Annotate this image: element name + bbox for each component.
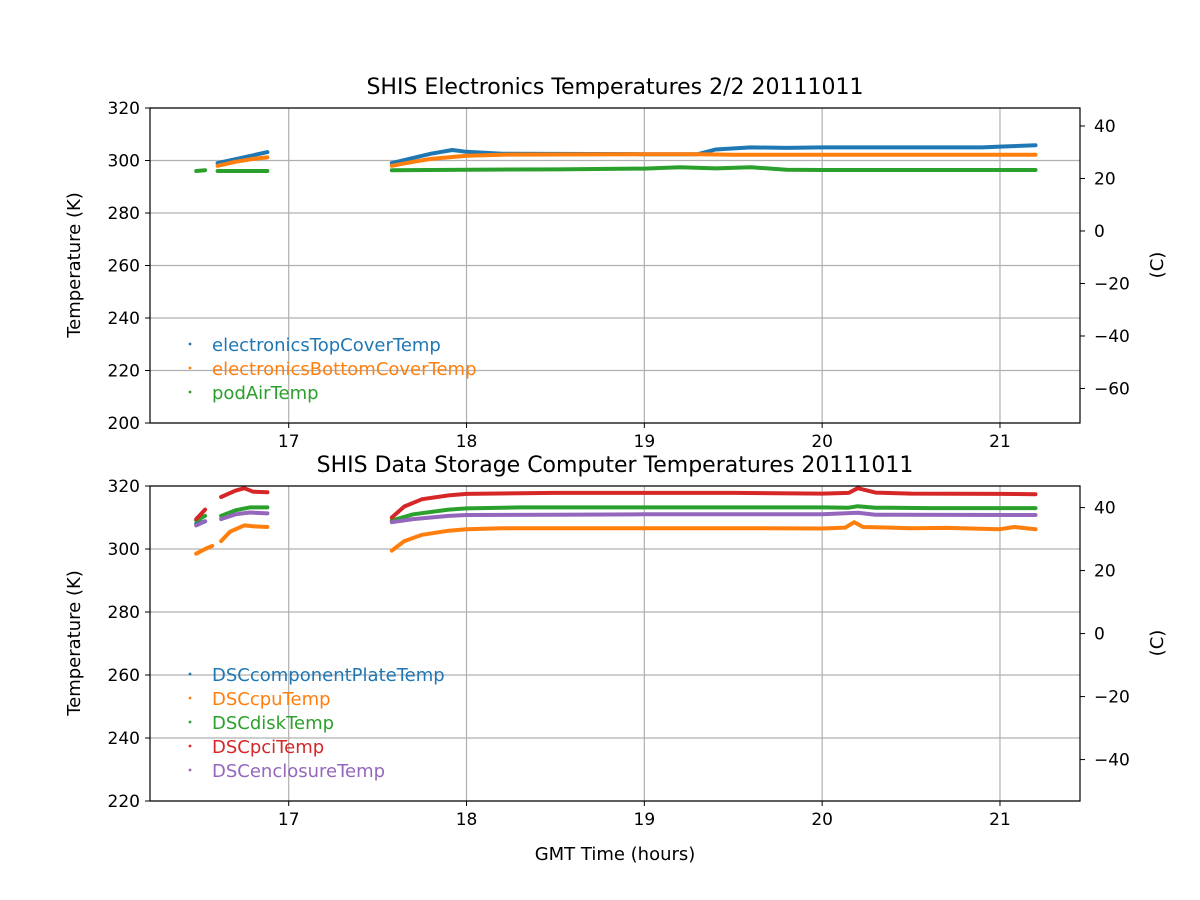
dsc-legend-marker <box>188 720 192 724</box>
electronics-y2-axis-label: (C) <box>1147 252 1168 279</box>
dsc-series-trace <box>389 520 1038 553</box>
dsc-series-trace <box>219 510 270 522</box>
dsc-series-DSCpciTemp <box>194 486 1038 522</box>
dsc-y2-tick-label: 40 <box>1094 499 1116 519</box>
dsc-y2-tick-label: 0 <box>1094 625 1105 645</box>
electronics-x-ticks: 17 18 19 20 21 <box>278 423 1011 452</box>
dsc-legend: DSCcomponentPlateTemp DSCcpuTemp DSCdiskTe… <box>188 665 445 782</box>
dsc-chart-title: SHIS Data Storage Computer Temperatures … <box>317 453 914 478</box>
electronics-y-tick-label: 300 <box>108 152 140 172</box>
dsc-series-layer <box>194 486 1038 556</box>
dsc-y-tick-label: 240 <box>108 729 140 749</box>
dsc-series-DSCenclosureTemp <box>194 510 1038 528</box>
electronics-y-tick-label: 320 <box>108 99 140 119</box>
dsc-series-trace <box>194 507 208 522</box>
electronics-series-trace <box>215 150 270 166</box>
dsc-series-DSCcpuTemp <box>194 520 1038 556</box>
electronics-legend-label: podAirTemp <box>212 383 319 404</box>
dsc-series-trace <box>389 504 1038 523</box>
dsc-y-axis-label: Temperature (K) <box>64 570 85 717</box>
dsc-y-tick-label: 220 <box>108 792 140 812</box>
electronics-legend-label: electronicsBottomCoverTemp <box>212 359 477 380</box>
electronics-series-trace <box>389 165 1038 173</box>
electronics-y-tick-label: 220 <box>108 362 140 382</box>
electronics-series-layer <box>194 143 1038 173</box>
dsc-legend-marker <box>188 744 192 748</box>
dsc-legend-label: DSCcpuTemp <box>212 689 331 710</box>
dsc-y-tick-label: 280 <box>108 603 140 623</box>
dsc-y2-ticks: −40 −20 0 20 40 <box>1080 499 1130 771</box>
dsc-y2-tick-label: 20 <box>1094 562 1116 582</box>
electronics-y2-tick-label: 40 <box>1094 117 1116 137</box>
dsc-series-trace <box>389 486 1038 520</box>
electronics-series-electronicsTopCoverTemp <box>215 143 1038 166</box>
dsc-legend-label: DSCenclosureTemp <box>212 761 385 782</box>
dsc-legend-marker <box>188 672 192 676</box>
electronics-chart-title: SHIS Electronics Temperatures 2/2 201110… <box>366 75 863 100</box>
dsc-legend-label: DSCdiskTemp <box>212 713 334 734</box>
dsc-plot-frame <box>149 485 1081 802</box>
electronics-x-tick-label: 21 <box>989 432 1011 452</box>
dsc-y-tick-label: 300 <box>108 540 140 560</box>
electronics-x-tick-label: 20 <box>811 432 833 452</box>
dsc-x-tick-label: 18 <box>456 810 478 830</box>
electronics-y-tick-label: 200 <box>108 414 140 434</box>
electronics-legend: electronicsTopCoverTemp electronicsBottom… <box>188 335 477 404</box>
dsc-series-trace <box>389 510 1038 525</box>
electronics-series-trace <box>389 152 1038 168</box>
dsc-legend-marker <box>188 768 192 772</box>
dsc-y2-axis-label: (C) <box>1147 630 1168 657</box>
dsc-series-trace <box>219 486 270 499</box>
dsc-y2-tick-label: −20 <box>1094 688 1130 708</box>
dsc-legend-label: DSCpciTemp <box>212 737 324 758</box>
dsc-x-tick-label: 17 <box>278 810 300 830</box>
electronics-y-tick-label: 260 <box>108 257 140 277</box>
dsc-y2-tick-label: −40 <box>1094 751 1130 771</box>
dsc-x-axis-label: GMT Time (hours) <box>535 844 696 865</box>
dsc-y-tick-label: 320 <box>108 477 140 497</box>
electronics-y-tick-label: 280 <box>108 204 140 224</box>
dsc-series-trace <box>219 505 270 518</box>
electronics-series-electronicsBottomCoverTemp <box>215 152 1038 168</box>
dsc-x-ticks: 17 18 19 20 21 <box>278 801 1011 830</box>
electronics-legend-marker <box>188 342 192 346</box>
dsc-legend-label: DSCcomponentPlateTemp <box>212 665 445 686</box>
electronics-legend-marker <box>188 366 192 370</box>
electronics-y2-tick-label: −20 <box>1094 274 1130 294</box>
electronics-y-ticks: 200 220 240 260 280 300 320 <box>108 99 150 434</box>
electronics-y2-tick-label: −60 <box>1094 379 1130 399</box>
dsc-x-tick-label: 21 <box>989 810 1011 830</box>
electronics-y2-tick-label: −40 <box>1094 327 1130 347</box>
dsc-temperature-panel: SHIS Data Storage Computer Temperatures … <box>64 453 1168 865</box>
electronics-y-axis-label: Temperature (K) <box>64 192 85 339</box>
dsc-x-tick-label: 19 <box>634 810 656 830</box>
electronics-y2-ticks: −60 −40 −20 0 20 40 <box>1080 117 1130 399</box>
electronics-y-tick-label: 240 <box>108 309 140 329</box>
electronics-series-trace <box>194 168 208 173</box>
dsc-y-tick-label: 260 <box>108 666 140 686</box>
electronics-series-podAirTemp <box>194 165 1038 173</box>
electronics-temperature-panel: SHIS Electronics Temperatures 2/2 201110… <box>64 75 1168 452</box>
electronics-y2-tick-label: 0 <box>1094 222 1105 242</box>
electronics-legend-label: electronicsTopCoverTemp <box>212 335 441 356</box>
electronics-legend-marker <box>188 390 192 394</box>
electronics-y2-tick-label: 20 <box>1094 169 1116 189</box>
dsc-series-trace <box>194 543 215 556</box>
dsc-series-trace <box>219 523 270 544</box>
electronics-x-tick-label: 19 <box>634 432 656 452</box>
electronics-series-trace <box>215 155 270 168</box>
electronics-x-tick-label: 17 <box>278 432 300 452</box>
dsc-series-trace <box>194 519 208 528</box>
dsc-legend-marker <box>188 696 192 700</box>
electronics-x-tick-label: 18 <box>456 432 478 452</box>
electronics-series-trace <box>389 143 1038 166</box>
dsc-y-ticks: 220 240 260 280 300 320 <box>108 477 150 812</box>
dsc-x-tick-label: 20 <box>811 810 833 830</box>
